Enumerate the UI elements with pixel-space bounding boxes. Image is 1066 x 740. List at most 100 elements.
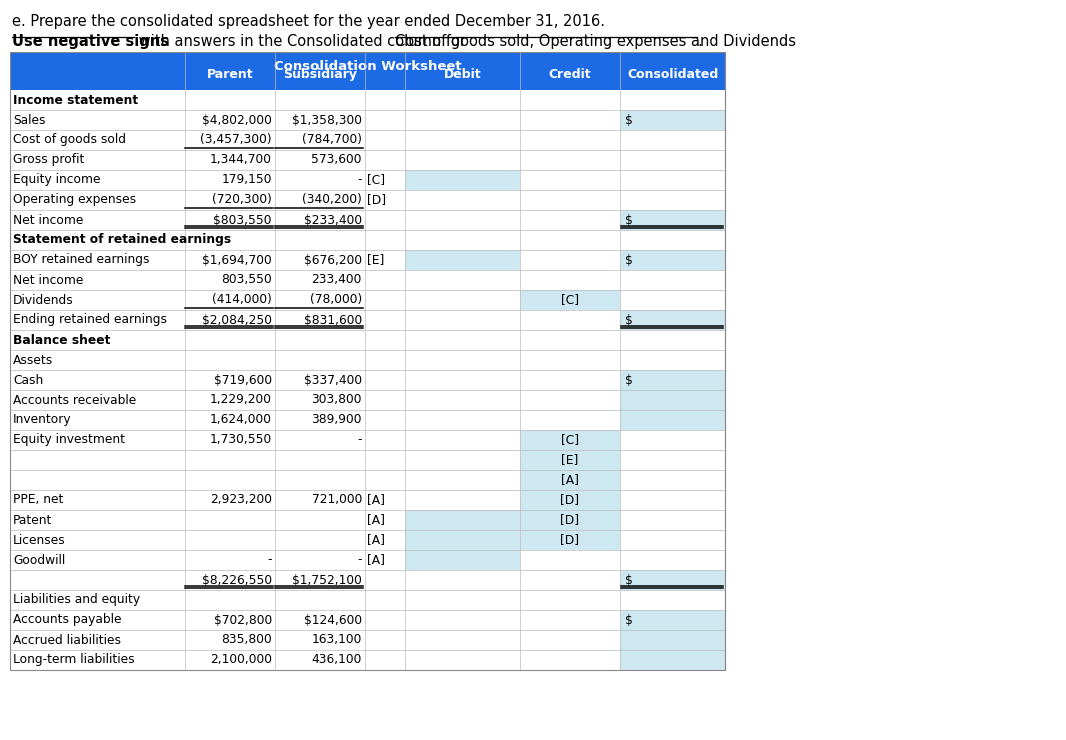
Text: Patent: Patent — [13, 514, 52, 526]
Text: Statement of retained earnings: Statement of retained earnings — [13, 234, 231, 246]
Bar — [10, 150, 725, 170]
Text: e. Prepare the consolidated spreadsheet for the year ended December 31, 2016.: e. Prepare the consolidated spreadsheet … — [12, 14, 605, 29]
Bar — [620, 610, 725, 630]
Text: 233,400: 233,400 — [311, 274, 362, 286]
Text: Parent: Parent — [207, 68, 254, 81]
Bar — [405, 510, 520, 530]
Text: (340,200): (340,200) — [302, 193, 362, 206]
Text: Liabilities and equity: Liabilities and equity — [13, 593, 140, 607]
Text: 721,000: 721,000 — [311, 494, 362, 506]
Bar — [10, 130, 725, 150]
Text: 179,150: 179,150 — [222, 173, 272, 186]
Bar — [10, 90, 725, 110]
Text: $233,400: $233,400 — [304, 214, 362, 226]
Text: -: - — [268, 554, 272, 567]
Bar — [620, 110, 725, 130]
Text: 803,550: 803,550 — [222, 274, 272, 286]
Text: Gross profit: Gross profit — [13, 153, 84, 166]
Text: Assets: Assets — [13, 354, 53, 366]
Text: Cost of goods sold: Cost of goods sold — [13, 133, 126, 147]
Bar — [405, 530, 520, 550]
Bar — [620, 310, 725, 330]
Bar — [10, 650, 725, 670]
Text: 303,800: 303,800 — [311, 394, 362, 406]
Bar — [405, 250, 520, 270]
Bar — [620, 250, 725, 270]
Text: [A]: [A] — [367, 554, 385, 567]
Text: (3,457,300): (3,457,300) — [200, 133, 272, 147]
Text: 163,100: 163,100 — [311, 633, 362, 647]
Bar — [10, 230, 725, 250]
Text: 573,600: 573,600 — [311, 153, 362, 166]
Bar — [10, 390, 725, 410]
Bar — [520, 510, 620, 530]
Text: [A]: [A] — [367, 534, 385, 547]
Text: Consolidation Worksheet: Consolidation Worksheet — [274, 60, 462, 73]
Bar — [10, 470, 725, 490]
Bar — [10, 190, 725, 210]
Text: (414,000): (414,000) — [212, 294, 272, 306]
Bar — [10, 270, 725, 290]
Text: BOY retained earnings: BOY retained earnings — [13, 254, 149, 266]
Text: $: $ — [625, 574, 633, 587]
Bar — [10, 290, 725, 310]
Text: $676,200: $676,200 — [304, 254, 362, 266]
Text: $: $ — [625, 314, 633, 326]
Bar — [620, 570, 725, 590]
Text: $124,600: $124,600 — [304, 613, 362, 627]
Text: Use negative signs: Use negative signs — [12, 34, 169, 49]
Bar — [520, 450, 620, 470]
Bar — [10, 170, 725, 190]
Text: 1,624,000: 1,624,000 — [210, 414, 272, 426]
Text: [C]: [C] — [561, 434, 579, 446]
Text: [D]: [D] — [561, 534, 580, 547]
Text: [A]: [A] — [367, 494, 385, 506]
Bar — [10, 370, 725, 390]
Bar — [10, 590, 725, 610]
Text: Dividends: Dividends — [13, 294, 74, 306]
Text: [C]: [C] — [367, 173, 385, 186]
Bar — [620, 390, 725, 410]
Bar — [10, 52, 725, 670]
Bar — [620, 210, 725, 230]
Bar — [10, 310, 725, 330]
Bar — [10, 52, 725, 90]
Bar — [10, 550, 725, 570]
Bar — [620, 630, 725, 650]
Bar — [10, 110, 725, 130]
Bar — [405, 550, 520, 570]
Bar — [10, 430, 725, 450]
Text: (720,300): (720,300) — [212, 193, 272, 206]
Bar — [520, 430, 620, 450]
Text: Operating expenses: Operating expenses — [13, 193, 136, 206]
Bar — [10, 530, 725, 550]
Text: $719,600: $719,600 — [214, 374, 272, 386]
Text: $4,802,000: $4,802,000 — [203, 113, 272, 127]
Text: (784,700): (784,700) — [302, 133, 362, 147]
Text: $: $ — [625, 113, 633, 127]
Bar — [10, 330, 725, 350]
Text: $1,752,100: $1,752,100 — [292, 574, 362, 587]
Text: Equity investment: Equity investment — [13, 434, 125, 446]
Text: Accrued liabilities: Accrued liabilities — [13, 633, 122, 647]
Text: [C]: [C] — [561, 294, 579, 306]
Text: Licenses: Licenses — [13, 534, 66, 547]
Text: $: $ — [625, 374, 633, 386]
Text: $: $ — [625, 214, 633, 226]
Text: Net income: Net income — [13, 274, 83, 286]
Text: $1,694,700: $1,694,700 — [203, 254, 272, 266]
Text: Debit: Debit — [443, 68, 482, 81]
Text: $337,400: $337,400 — [304, 374, 362, 386]
Text: 1,229,200: 1,229,200 — [210, 394, 272, 406]
Text: $702,800: $702,800 — [214, 613, 272, 627]
Text: [A]: [A] — [367, 514, 385, 526]
Text: with answers in the Consolidated column for: with answers in the Consolidated column … — [134, 34, 471, 49]
Text: Inventory: Inventory — [13, 414, 71, 426]
Text: $: $ — [625, 254, 633, 266]
Text: -: - — [357, 434, 362, 446]
Text: Accounts receivable: Accounts receivable — [13, 394, 136, 406]
Text: $831,600: $831,600 — [304, 314, 362, 326]
Text: Balance sheet: Balance sheet — [13, 334, 111, 346]
Text: Long-term liabilities: Long-term liabilities — [13, 653, 134, 667]
Bar — [520, 290, 620, 310]
